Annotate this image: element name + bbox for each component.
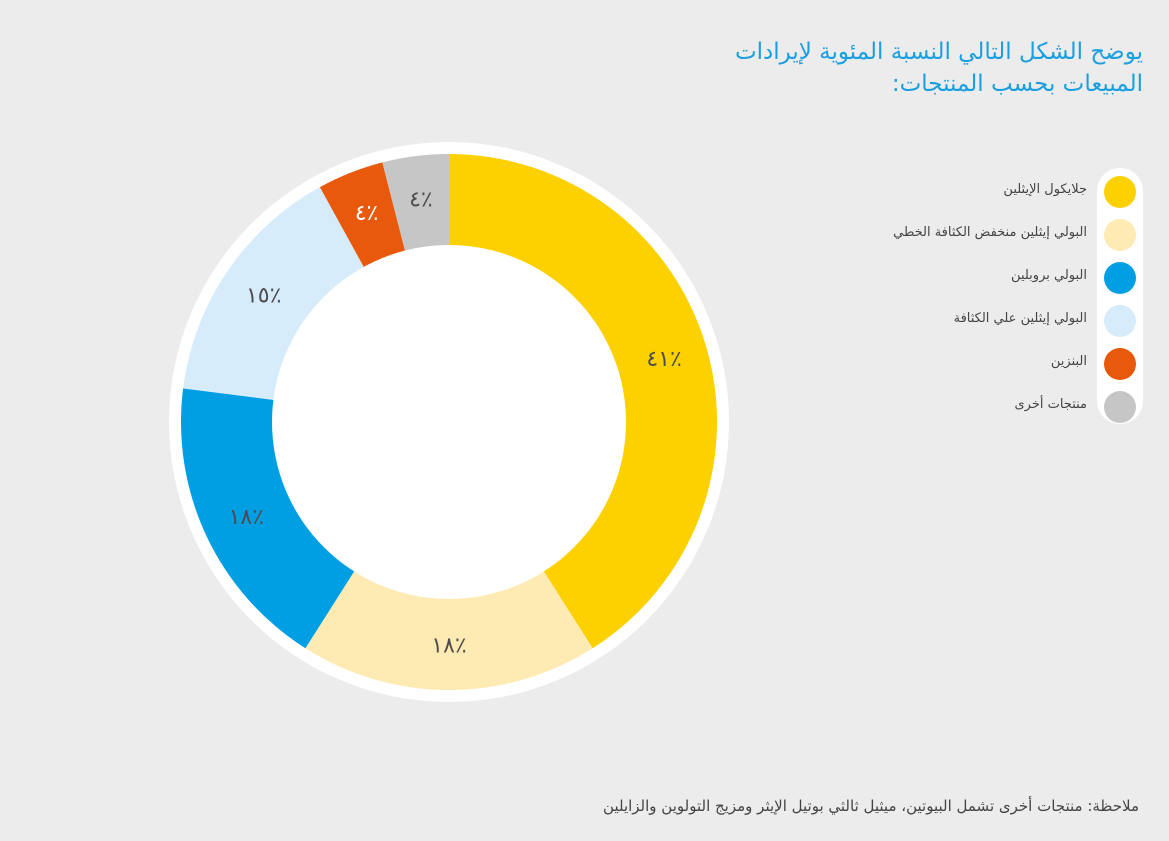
slice-label: ١٨٪ bbox=[229, 505, 264, 530]
footnote: ملاحظة: منتجات أخرى تشمل البيوتين، ميثيل… bbox=[603, 797, 1139, 815]
donut-slice bbox=[181, 388, 355, 649]
donut-hole bbox=[272, 245, 626, 599]
legend-color-dot bbox=[1104, 219, 1136, 251]
legend-item: البولي إيثلين علي الكثافة bbox=[953, 311, 1087, 326]
legend-color-dot bbox=[1104, 391, 1136, 423]
legend-color-dot bbox=[1104, 305, 1136, 337]
donut-slice bbox=[183, 187, 365, 400]
slice-label: ١٨٪ bbox=[431, 634, 466, 659]
donut-slice bbox=[449, 154, 718, 649]
legend-item: منتجات أخرى bbox=[1014, 397, 1087, 412]
legend-color-dot bbox=[1104, 262, 1136, 294]
legend-swatch-column bbox=[1097, 168, 1143, 424]
slice-label: ٤١٪ bbox=[646, 347, 681, 372]
chart-title: يوضح الشكل التالي النسبة المئوية لإيرادا… bbox=[734, 39, 1143, 97]
legend-item: البولي إيثلين منخفض الكثافة الخطي bbox=[893, 225, 1087, 240]
donut-slice bbox=[305, 570, 593, 690]
donut-slice bbox=[382, 154, 449, 252]
legend-item: جلايكول الإيثلين bbox=[1003, 182, 1087, 197]
donut-slice bbox=[319, 162, 406, 268]
slice-label: ١٥٪ bbox=[246, 284, 281, 309]
slice-label: ٤٪ bbox=[409, 187, 433, 212]
legend-item: البنزين bbox=[1050, 354, 1087, 369]
legend-color-dot bbox=[1104, 176, 1136, 208]
donut-chart: ٤١٪ ١٨٪ ١٨٪ ١٥٪ ٤٪ ٤٪ bbox=[169, 142, 729, 702]
legend-item: البولي بروبلين bbox=[1011, 268, 1087, 283]
legend-color-dot bbox=[1104, 348, 1136, 380]
legend: جلايكول الإيثلين البولي إيثلين منخفض الك… bbox=[767, 168, 1087, 426]
slice-label: ٤٪ bbox=[355, 201, 379, 226]
